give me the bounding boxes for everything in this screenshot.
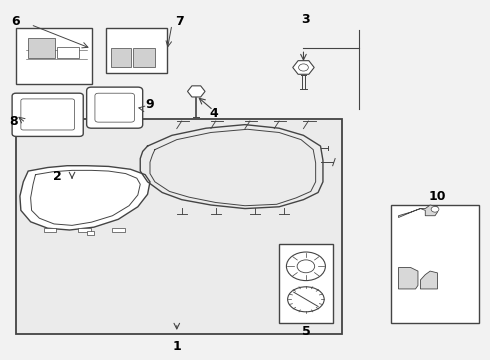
Text: 4: 4 (209, 107, 218, 120)
Circle shape (431, 206, 439, 212)
Bar (78, 228, 91, 232)
FancyBboxPatch shape (12, 93, 83, 136)
Bar (133, 48, 155, 67)
Circle shape (287, 252, 325, 280)
Text: 2: 2 (53, 170, 62, 183)
Circle shape (298, 64, 308, 71)
Text: 7: 7 (175, 14, 184, 27)
Bar (16, 28, 92, 84)
Text: 1: 1 (172, 339, 181, 352)
Bar (57, 47, 79, 58)
Bar (111, 48, 130, 67)
Bar (87, 231, 94, 235)
Text: 3: 3 (301, 13, 310, 26)
Bar (279, 244, 333, 323)
Circle shape (297, 260, 315, 273)
Text: 6: 6 (12, 14, 20, 27)
FancyBboxPatch shape (95, 93, 134, 122)
Polygon shape (398, 267, 418, 289)
FancyBboxPatch shape (87, 87, 143, 128)
Bar (28, 38, 55, 58)
Text: 10: 10 (429, 190, 446, 203)
Text: 9: 9 (146, 99, 154, 112)
Polygon shape (20, 166, 150, 230)
Bar (113, 228, 124, 232)
Text: 5: 5 (301, 325, 310, 338)
Polygon shape (398, 205, 438, 217)
Bar (44, 228, 56, 232)
Bar (16, 119, 343, 334)
Bar (391, 205, 479, 323)
Ellipse shape (288, 287, 324, 312)
Text: 8: 8 (9, 114, 18, 127)
FancyBboxPatch shape (21, 99, 74, 130)
Polygon shape (420, 271, 438, 289)
Bar (106, 28, 167, 73)
